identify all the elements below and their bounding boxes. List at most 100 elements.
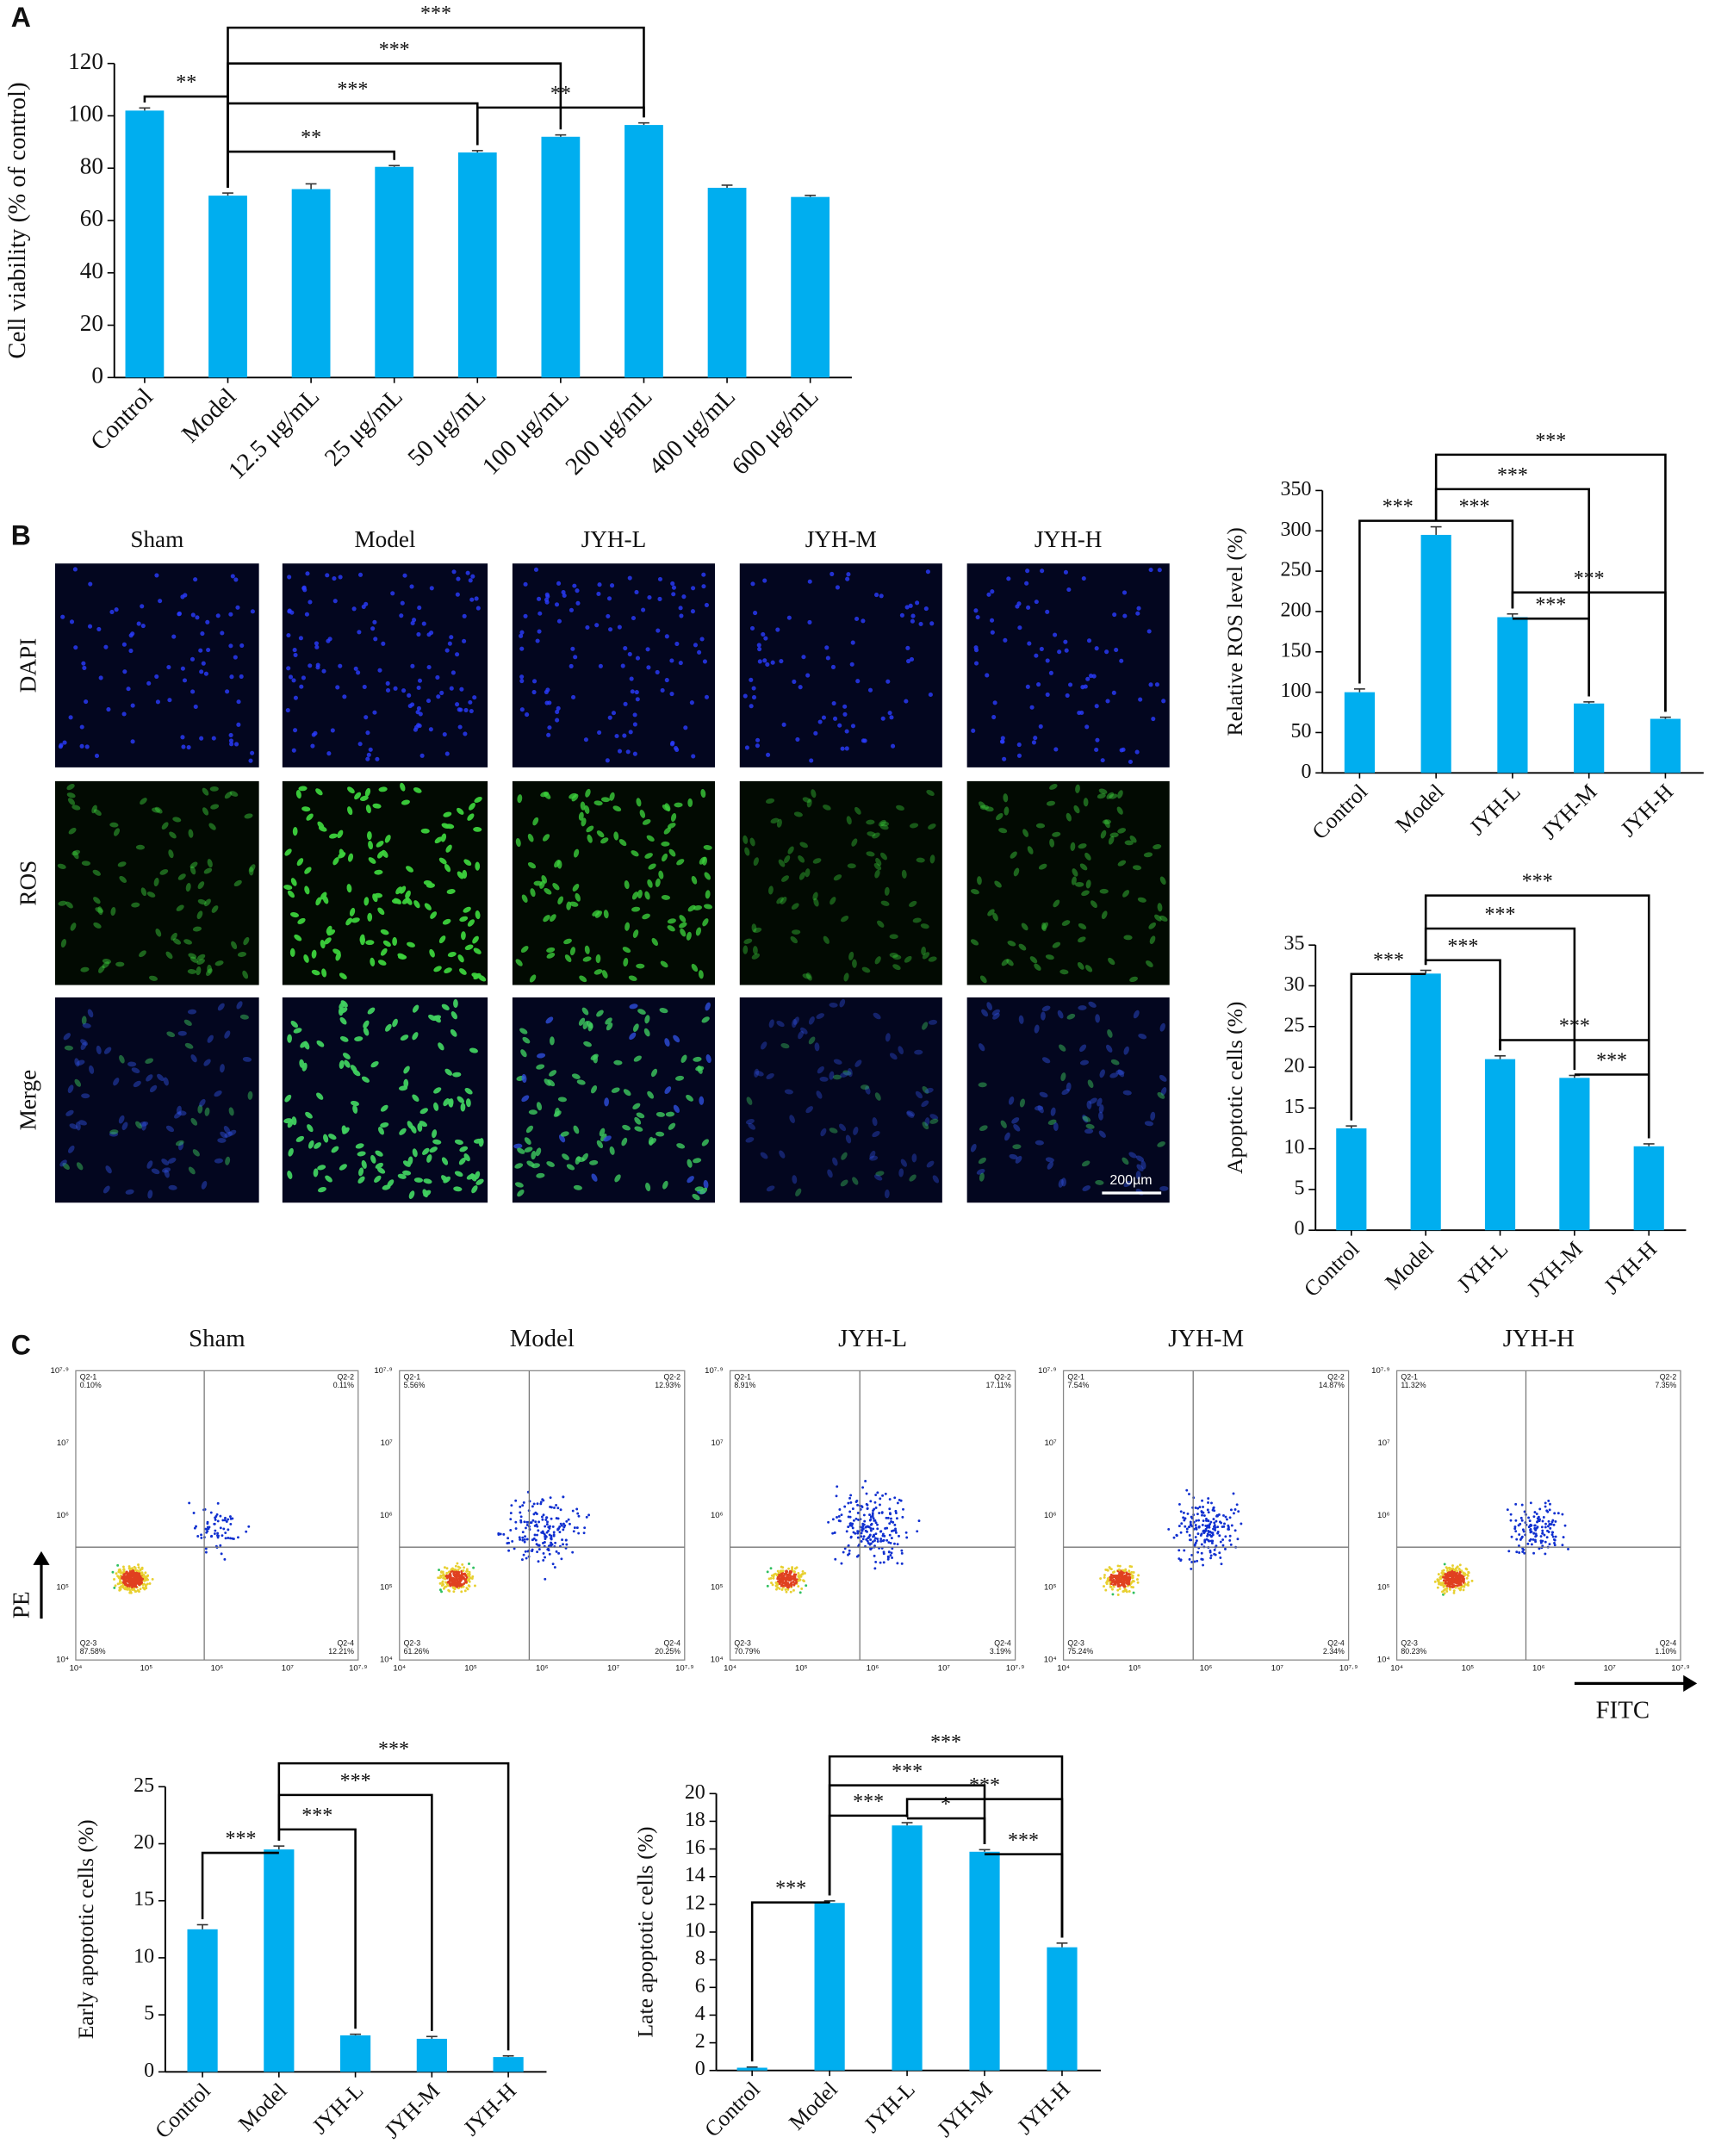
x-tick-label: Control	[699, 2077, 765, 2142]
cell	[656, 1111, 666, 1117]
flow-y-tick: 10⁶	[380, 1511, 393, 1520]
cell	[441, 823, 450, 829]
nucleus	[472, 695, 477, 700]
cell	[805, 1106, 813, 1114]
event	[506, 1537, 510, 1540]
event	[1112, 1585, 1115, 1588]
cell	[103, 1047, 112, 1054]
nucleus	[236, 699, 241, 705]
event	[791, 1566, 794, 1569]
cell	[634, 1126, 643, 1132]
cell	[852, 1177, 859, 1185]
event	[223, 1557, 227, 1561]
cell	[172, 938, 182, 945]
cell	[922, 1022, 929, 1030]
event	[804, 1572, 806, 1575]
bar	[1497, 617, 1528, 774]
cell	[361, 1159, 367, 1169]
event	[1111, 1593, 1115, 1596]
nucleus	[925, 569, 930, 575]
event	[140, 1579, 143, 1582]
nucleus	[121, 711, 127, 717]
nucleus	[1029, 705, 1035, 710]
nucleus	[606, 596, 612, 601]
cell	[703, 904, 713, 910]
cell	[909, 1174, 917, 1182]
nucleus	[250, 750, 255, 755]
nucleus	[410, 663, 415, 668]
nucleus	[342, 694, 347, 699]
significance-bracket	[1424, 894, 1650, 1139]
nucleus	[671, 592, 676, 597]
nucleus	[1151, 716, 1156, 722]
nucleus	[465, 570, 470, 575]
cell	[346, 786, 355, 794]
x-tick-label: JYH-M	[379, 2078, 444, 2143]
cell	[454, 1139, 463, 1145]
flow-x-tick: 10⁴	[1390, 1663, 1403, 1673]
nucleus	[286, 632, 291, 638]
cell	[339, 1164, 347, 1171]
cell	[1007, 941, 1016, 947]
event	[1530, 1524, 1533, 1527]
x-tick-label: Control	[1307, 779, 1372, 844]
event	[537, 1544, 541, 1547]
flow-y-tick: 10⁷·⁹	[1371, 1366, 1389, 1376]
event	[1196, 1507, 1200, 1510]
flow-title: Sham	[189, 1325, 245, 1352]
cell	[1034, 1105, 1044, 1111]
cell	[549, 1070, 557, 1077]
cell	[295, 790, 301, 799]
event	[525, 1538, 529, 1541]
y-tick-label: 50	[1290, 720, 1311, 742]
cell	[430, 911, 438, 919]
event	[531, 1519, 535, 1522]
event	[542, 1551, 545, 1555]
micrograph	[739, 997, 942, 1203]
cell	[1019, 1098, 1025, 1108]
cell	[405, 897, 413, 905]
event	[247, 1525, 251, 1528]
significance-label: ***	[420, 3, 451, 25]
event	[514, 1520, 518, 1524]
nucleus	[308, 663, 313, 668]
event	[462, 1569, 465, 1572]
cell	[1035, 823, 1046, 829]
event	[1436, 1578, 1439, 1581]
nucleus	[609, 583, 615, 588]
nucleus	[1034, 600, 1039, 605]
nucleus	[416, 685, 421, 691]
event	[856, 1536, 860, 1539]
nucleus	[357, 630, 362, 635]
cell	[473, 827, 482, 832]
event	[876, 1523, 879, 1526]
cell	[605, 1017, 612, 1025]
nucleus	[519, 707, 525, 712]
nucleus	[418, 711, 423, 717]
event	[1204, 1527, 1208, 1531]
cell	[528, 1109, 537, 1115]
event	[1202, 1563, 1205, 1567]
event	[892, 1529, 895, 1532]
cell	[705, 1002, 711, 1011]
significance-bracket	[277, 1761, 510, 2051]
event	[1213, 1521, 1216, 1525]
event	[1544, 1522, 1547, 1525]
nucleus	[646, 665, 651, 670]
cell	[223, 1126, 231, 1134]
event	[556, 1507, 560, 1510]
event	[1188, 1493, 1190, 1495]
event	[1197, 1525, 1201, 1529]
event	[1458, 1563, 1462, 1567]
cell	[203, 867, 213, 874]
cell	[344, 1059, 351, 1068]
cell	[522, 1036, 531, 1044]
event	[847, 1515, 850, 1519]
cell	[621, 1137, 628, 1146]
cell	[543, 915, 550, 923]
nucleus	[1034, 653, 1039, 658]
cell	[646, 835, 655, 842]
cell	[643, 1028, 650, 1037]
cell	[593, 969, 603, 975]
cell	[93, 897, 101, 904]
